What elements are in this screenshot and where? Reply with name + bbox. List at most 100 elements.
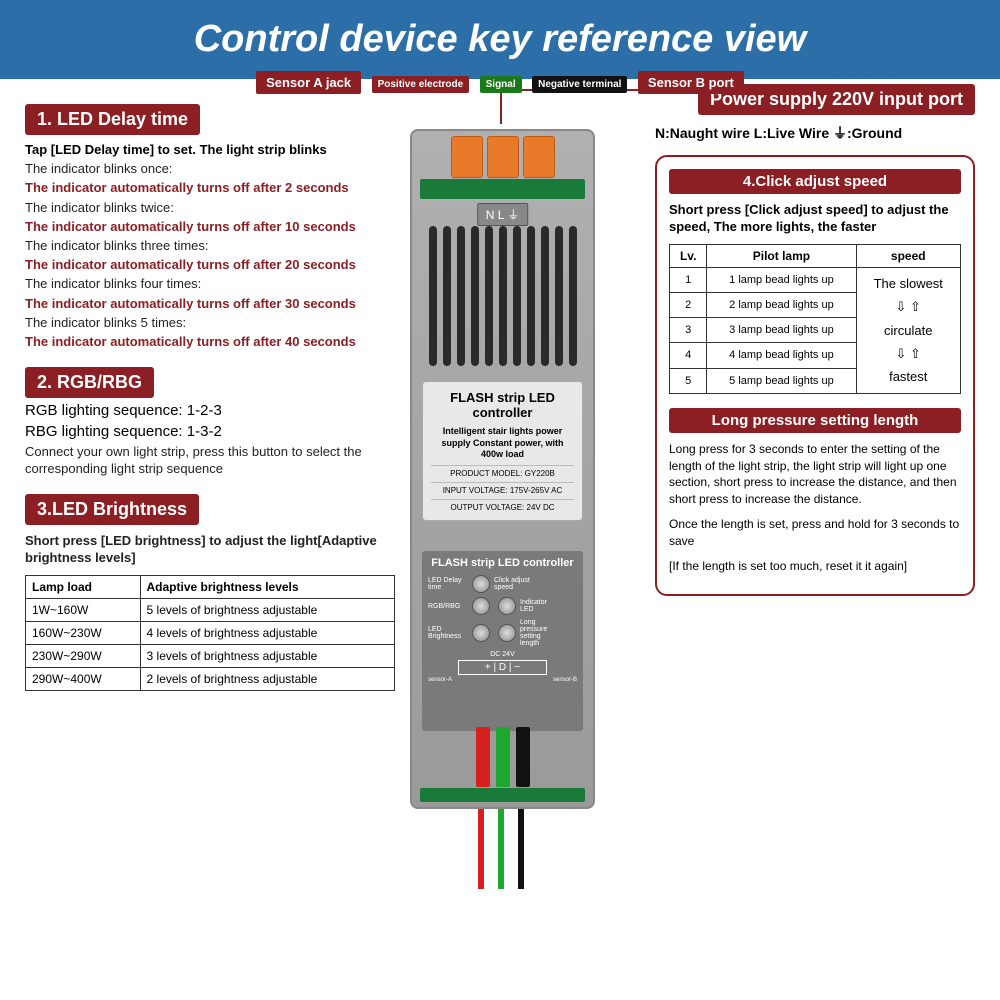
speed-table: Lv.Pilot lampspeed 11 lamp bead lights u… [669, 244, 961, 394]
dev-output: OUTPUT VOLTAGE: 24V DC [431, 499, 574, 512]
sec5-p3: [If the length is set too much, reset it… [669, 558, 961, 575]
dev-sub: Intelligent stair lights power supply Co… [431, 426, 574, 461]
st41: 4 lamp bead lights up [707, 343, 856, 368]
dev-title: FLASH strip LED controller [431, 390, 574, 420]
d3b: The indicator automatically turns off af… [25, 256, 395, 274]
bt-r1c1: 1W~160W [26, 598, 141, 621]
lbl-rgb: RGB/RBG [428, 603, 468, 610]
lbl-delay: LED Delay time [428, 577, 468, 591]
d4a: The indicator blinks four times: [25, 275, 395, 293]
bt-r4c2: 2 levels of brightness adjustable [140, 667, 394, 690]
d3a: The indicator blinks three times: [25, 237, 395, 255]
sensB-lbl: sensor-B [553, 677, 577, 683]
d2a: The indicator blinks twice: [25, 199, 395, 217]
terminal-block [451, 136, 555, 178]
section-3: 3.LED Brightness Short press [LED bright… [25, 494, 395, 691]
bt-th2: Adaptive brightness levels [140, 575, 394, 598]
lbl-long: Long pressure setting length [520, 619, 560, 647]
st-speed-col: The slowest⇩ ⇧circulate⇩ ⇧fastest [856, 267, 961, 393]
sec1-intro: Tap [LED Delay time] to set. The light s… [25, 141, 395, 159]
sec5-p1: Long press for 3 seconds to enter the se… [669, 441, 961, 508]
badge-pos: Positive electrode [372, 76, 470, 93]
dev-input: INPUT VOLTAGE: 175V-265V AC [431, 482, 574, 495]
sec3-desc: Short press [LED brightness] to adjust t… [25, 533, 395, 567]
st10: 1 [670, 267, 707, 292]
bt-r1c2: 5 levels of brightness adjustable [140, 598, 394, 621]
vents [424, 226, 581, 366]
bt-th1: Lamp load [26, 575, 141, 598]
d1a: The indicator blinks once: [25, 160, 395, 178]
d5b: The indicator automatically turns off af… [25, 333, 395, 351]
d5a: The indicator blinks 5 times: [25, 314, 395, 332]
st11: 1 lamp bead lights up [707, 267, 856, 292]
d1b: The indicator automatically turns off af… [25, 179, 395, 197]
header-title: Control device key reference view [194, 18, 807, 60]
rgb-seq: RGB lighting sequence: 1-2-3 [25, 402, 395, 419]
wire-down-green [498, 809, 504, 889]
btn-rgb [472, 597, 490, 615]
device-illustration: N L ⏚ FLASH strip LED controller Intelli… [410, 129, 595, 809]
wire-down-red [478, 809, 484, 889]
power-legend: N:Naught wire L:Live Wire ⏚:Ground [655, 123, 975, 143]
sec1-title: 1. LED Delay time [25, 104, 200, 135]
st40: 4 [670, 343, 707, 368]
sec4-title: 4.Click adjust speed [669, 169, 961, 194]
nll-label: N L ⏚ [477, 203, 529, 226]
right-column: Power supply 220V input port N:Naught wi… [655, 84, 975, 596]
section-2: 2. RGB/RBG RGB lighting sequence: 1-2-3 … [25, 367, 395, 478]
section-1: 1. LED Delay time Tap [LED Delay time] t… [25, 104, 395, 351]
brightness-table: Lamp loadAdaptive brightness levels 1W~1… [25, 575, 395, 691]
btn-bright [472, 624, 490, 642]
wire-ports [476, 727, 530, 787]
dev-model: PRODUCT MODEL: GY220B [431, 465, 574, 478]
st-th1: Lv. [670, 244, 707, 267]
bt-r4c1: 290W~400W [26, 667, 141, 690]
sec2-desc: Connect your own light strip, press this… [25, 444, 395, 478]
page-header: Control device key reference view [0, 0, 1000, 79]
badge-sig: Signal [480, 76, 522, 93]
btn-speed [498, 597, 516, 615]
pcb-top [420, 179, 585, 199]
sec5-title: Long pressure setting length [669, 408, 961, 433]
device-label: FLASH strip LED controller Intelligent s… [422, 381, 583, 521]
btn-delay [472, 575, 490, 593]
st50: 5 [670, 368, 707, 393]
control-panel: FLASH strip LED controller LED Delay tim… [422, 551, 583, 731]
lbl-bright: LED Brightness [428, 626, 468, 640]
btn-long [498, 624, 516, 642]
st31: 3 lamp bead lights up [707, 318, 856, 343]
sec2-title: 2. RGB/RBG [25, 367, 154, 398]
terminal-n [451, 136, 483, 178]
panel-title: FLASH strip LED controller [428, 557, 577, 569]
bt-r3c2: 3 levels of brightness adjustable [140, 644, 394, 667]
device-body: N L ⏚ FLASH strip LED controller Intelli… [410, 129, 595, 809]
d4b: The indicator automatically turns off af… [25, 295, 395, 313]
lbl-ind: Indicator LED [520, 599, 555, 613]
badge-sensA: Sensor A jack [256, 71, 361, 94]
st30: 3 [670, 318, 707, 343]
bt-r2c2: 4 levels of brightness adjustable [140, 621, 394, 644]
st-th2: Pilot lamp [707, 244, 856, 267]
rbg-seq: RBG lighting sequence: 1-3-2 [25, 423, 395, 440]
terminal-gnd [523, 136, 555, 178]
badge-neg: Negative terminal [532, 76, 627, 93]
ports-label: + | D | − [458, 660, 547, 675]
sec3-title: 3.LED Brightness [25, 494, 199, 525]
line-power-v [500, 89, 502, 124]
sec4-desc: Short press [Click adjust speed] to adju… [669, 202, 961, 236]
bottom-labels: Sensor A jack Positive electrode Signal … [0, 71, 1000, 94]
wire-down-black [518, 809, 524, 889]
wire-red [476, 727, 490, 787]
bt-r2c1: 160W~230W [26, 621, 141, 644]
right-box: 4.Click adjust speed Short press [Click … [655, 155, 975, 596]
st20: 2 [670, 292, 707, 317]
d2b: The indicator automatically turns off af… [25, 218, 395, 236]
wire-black [516, 727, 530, 787]
badge-sensB: Sensor B port [638, 71, 744, 94]
bt-r3c1: 230W~290W [26, 644, 141, 667]
terminal-l [487, 136, 519, 178]
sec5-p2: Once the length is set, press and hold f… [669, 516, 961, 550]
sensA-lbl: sensor-A [428, 677, 452, 683]
pcb-bottom [420, 788, 585, 802]
st21: 2 lamp bead lights up [707, 292, 856, 317]
